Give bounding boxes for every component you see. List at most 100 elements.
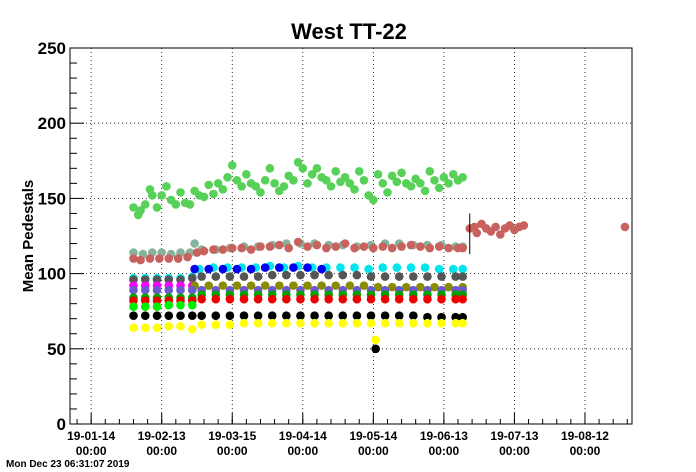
y-tick-label: 100 [38,265,66,284]
data-point [129,203,138,212]
data-point [140,275,150,284]
x-tick-label: 19-08-12 [561,429,609,443]
data-point [366,318,376,328]
data-point [416,179,425,188]
data-point [164,300,174,310]
data-point [164,311,174,321]
data-point [394,311,404,321]
data-point [192,248,202,257]
data-point [397,168,406,178]
data-point [380,294,390,304]
data-point [246,245,256,254]
data-point [423,272,432,281]
data-point [199,192,209,202]
chart-title: West TT-22 [291,19,407,44]
data-point [136,255,145,265]
data-point [242,170,251,179]
data-point [140,200,150,209]
data-point [289,281,298,290]
data-point [253,318,263,328]
data-point [211,320,221,330]
data-point [152,296,162,305]
data-point [373,170,383,179]
data-point [251,182,261,191]
data-point [211,311,221,321]
data-point [378,242,388,251]
y-tick-label: 0 [57,415,66,434]
data-point [140,302,150,311]
data-point [129,254,138,263]
data-point [225,320,235,330]
data-point [187,300,197,310]
data-point [239,311,249,321]
data-point [458,264,467,274]
data-point [296,294,305,304]
data-point [239,294,249,304]
data-point [336,263,345,272]
data-point [434,242,444,251]
data-point [155,254,164,263]
x-tick-label: 00:00 [287,444,318,458]
data-point [416,282,425,292]
data-point [338,294,348,304]
data-point [190,264,199,274]
data-point [430,176,439,185]
data-point [437,272,446,281]
data-point [267,318,277,328]
data-point [397,242,406,251]
data-point [218,264,228,274]
data-point [369,243,378,253]
data-point [406,240,416,250]
data-point [331,242,341,251]
data-point [423,318,432,328]
data-point [218,245,228,254]
x-tick-label: 00:00 [570,444,601,458]
data-point [303,263,312,272]
x-tick-label: 19-01-14 [67,429,115,443]
data-point [317,264,326,274]
data-point [187,324,197,334]
data-point [237,182,246,191]
data-point [366,272,376,281]
data-point [406,182,416,191]
data-point [359,176,369,185]
data-point [394,294,404,304]
y-tick-label: 150 [38,189,66,208]
data-point [204,180,214,190]
data-point [296,311,305,321]
data-point [140,285,150,295]
data-point [197,272,206,281]
data-point [136,206,145,215]
data-point [274,263,284,272]
x-tick-label: 00:00 [499,444,530,458]
data-point [267,270,277,280]
data-point [129,248,138,257]
data-point [310,311,319,321]
data-point [491,222,500,232]
data-point [256,188,265,197]
data-point [458,173,467,182]
data-point [444,179,453,188]
data-point [256,242,265,251]
data-point [434,264,444,274]
data-point [392,263,402,272]
data-point [387,243,397,253]
data-point [448,264,458,274]
data-point [218,185,228,194]
x-tick-label: 19-05-14 [349,429,397,443]
data-point [152,311,162,321]
data-point [324,318,333,328]
data-point [352,270,362,280]
data-point [129,302,138,311]
data-point [298,164,308,173]
data-point [620,222,630,232]
data-point [394,272,404,281]
data-point [451,318,460,328]
data-point [425,243,435,253]
data-point [209,189,218,199]
data-point [197,320,206,330]
data-point [211,272,221,281]
data-point [267,311,277,321]
data-point [152,275,162,284]
data-point [458,272,467,281]
